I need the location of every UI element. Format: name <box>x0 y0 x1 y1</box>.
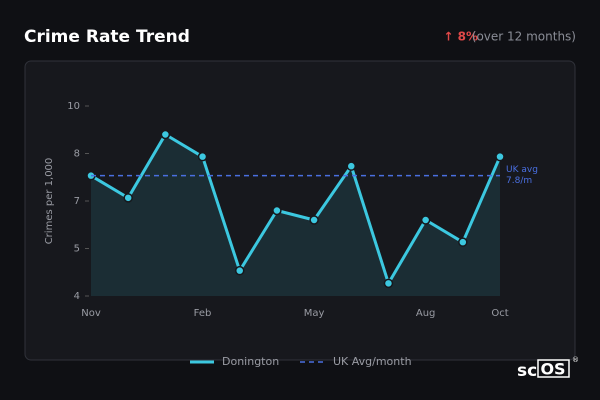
change-note: (over 12 months) <box>472 30 576 44</box>
logo-box <box>537 359 570 378</box>
legend-label: Donington <box>222 355 279 368</box>
x-tick-label: Feb <box>194 308 212 319</box>
change: ↑ 8% <box>443 30 478 44</box>
point <box>123 193 133 203</box>
legend-label: UK Avg/month <box>333 355 412 368</box>
x-tick-label: Aug <box>416 308 436 319</box>
y-tick-label: 10 <box>67 101 80 112</box>
point <box>160 129 171 140</box>
point <box>420 215 431 225</box>
x-tick-label: Oct <box>491 308 508 319</box>
y-tick-label: 5 <box>74 244 80 255</box>
point <box>197 151 208 162</box>
point <box>309 215 319 225</box>
y-tick-label: 4 <box>74 291 80 302</box>
y-tick-label: 8 <box>74 149 80 160</box>
point <box>383 278 394 289</box>
y-axis-label: Crimes per 1,000 <box>44 158 55 245</box>
logo-text: sc <box>517 361 537 381</box>
line <box>90 133 502 285</box>
title: Crime Rate Trend <box>24 27 190 47</box>
x-tick-label: May <box>304 308 325 319</box>
point <box>234 265 245 276</box>
reference-label: UK avg <box>506 165 538 175</box>
reference-label: 7.8/m <box>506 176 532 186</box>
point <box>495 151 505 162</box>
point <box>458 237 468 247</box>
y-tick-label: 7 <box>74 196 80 207</box>
point <box>272 205 282 216</box>
point <box>346 161 357 171</box>
logo-boxed: OS <box>540 360 565 379</box>
logo-mark: ® <box>572 356 579 364</box>
x-tick-label: Nov <box>81 308 101 319</box>
